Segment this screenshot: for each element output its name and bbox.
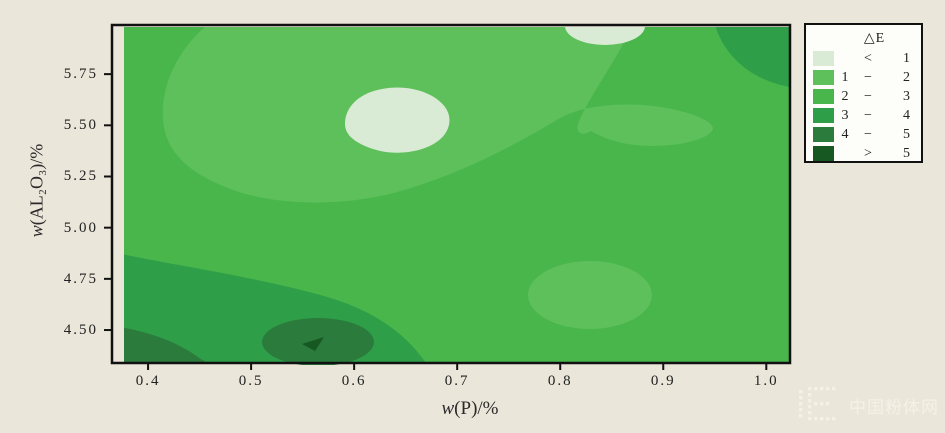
contour-region->5 [302, 337, 324, 351]
contour-field [124, 27, 790, 365]
legend-row: >5 [806, 144, 921, 163]
x-axis-title: w(P)/% [330, 398, 610, 420]
legend-range-symbol: > [864, 145, 872, 161]
legend-range-high: 1 [903, 50, 910, 66]
contour-region-<1 [345, 87, 450, 153]
x-axis-title-rest: (P)/% [454, 398, 499, 419]
legend-title: △E [863, 31, 886, 46]
legend-range-symbol: − [864, 107, 872, 123]
legend-range-high: 4 [903, 107, 910, 123]
legend-range-symbol: − [864, 126, 872, 142]
legend-range-low: 4 [841, 126, 849, 142]
y-axis-title-symbol: w [26, 225, 47, 238]
legend-range-symbol: − [864, 69, 872, 85]
legend-range-high: 5 [903, 126, 910, 142]
legend-range-low: 3 [841, 107, 849, 123]
legend-box: △E <1 1−2 2−3 3−4 4−5 >5 [804, 23, 923, 163]
dot-matrix-logo-icon [799, 387, 836, 421]
legend-range-low: 2 [841, 88, 849, 104]
y-axis-title-rest: (AL₂O₃)/% [26, 143, 47, 226]
y-axis-title: w(AL₂O₃)/% [27, 76, 48, 306]
legend-swatch [813, 127, 834, 142]
contour-region-4-5 [124, 327, 210, 363]
contour-region-1-2 [528, 261, 652, 329]
x-axis-title-symbol: w [441, 398, 455, 419]
legend-swatch [813, 70, 834, 85]
legend-row: <1 [806, 49, 921, 68]
y-tick-label: 4.50 [63, 322, 98, 339]
contour-region-3-4 [715, 27, 790, 87]
legend-row: 2− 3 [806, 87, 921, 106]
legend-rows: <1 1−2 2−3 3−4 4−5 >5 [806, 49, 921, 163]
legend-swatch [813, 51, 834, 66]
legend-range-high: 2 [903, 69, 910, 85]
contour-region-<1 [565, 27, 645, 45]
legend-range-symbol: − [864, 88, 872, 104]
watermark-text: 中国粉体网 [849, 397, 939, 417]
legend-range-high: 3 [903, 88, 910, 104]
legend-row: 3− 4 [806, 106, 921, 125]
legend-row: 4− 5 [806, 125, 921, 144]
legend-range-symbol: < [864, 50, 872, 66]
legend-row: 1− 2 [806, 68, 921, 87]
legend-range-high: 5 [903, 145, 910, 161]
watermark: 中国粉体网 [797, 385, 939, 425]
contour-plot [104, 23, 792, 370]
legend-swatch [813, 89, 834, 104]
plot-frame [110, 23, 792, 365]
legend-range-low: 1 [841, 69, 849, 85]
legend-swatch [813, 146, 834, 161]
legend-swatch [813, 108, 834, 123]
